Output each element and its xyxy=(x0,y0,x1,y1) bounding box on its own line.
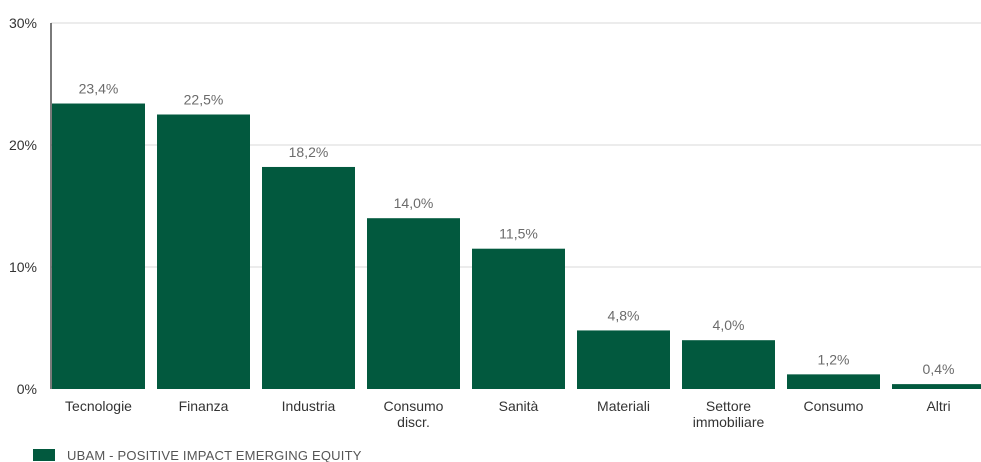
data-label: 23,4% xyxy=(79,81,119,97)
bar xyxy=(787,374,880,389)
bar xyxy=(157,114,250,389)
y-tick-label: 30% xyxy=(9,15,37,31)
legend-label: UBAM - POSITIVE IMPACT EMERGING EQUITY xyxy=(67,449,362,462)
x-tick-label: Finanza xyxy=(179,398,229,414)
data-label: 14,0% xyxy=(394,195,434,211)
data-label: 4,0% xyxy=(713,317,745,333)
bar xyxy=(52,103,145,390)
data-label: 1,2% xyxy=(818,351,850,367)
x-tick-label: Industria xyxy=(282,398,336,414)
data-label: 0,4% xyxy=(923,361,955,377)
data-label: 18,2% xyxy=(289,144,329,160)
y-tick-label: 0% xyxy=(17,381,37,397)
y-tick-label: 10% xyxy=(9,259,37,275)
x-tick-label: Altri xyxy=(926,398,950,414)
bar xyxy=(262,166,355,389)
bar xyxy=(892,384,981,389)
x-tick-label: Consumo discr. xyxy=(384,398,444,430)
legend-swatch xyxy=(33,449,55,461)
data-label: 22,5% xyxy=(184,92,224,108)
y-tick-label: 20% xyxy=(9,137,37,153)
data-label: 4,8% xyxy=(608,307,640,323)
bar xyxy=(577,330,670,389)
x-tick-label: Sanità xyxy=(499,398,539,414)
x-tick-label: Consumo xyxy=(804,398,864,414)
bar xyxy=(682,340,775,389)
data-label: 11,5% xyxy=(499,226,538,242)
bar xyxy=(472,248,565,389)
bar xyxy=(367,218,460,389)
x-tick-label: Settore immobiliare xyxy=(693,398,765,430)
chart-legend: UBAM - POSITIVE IMPACT EMERGING EQUITY xyxy=(33,449,362,462)
x-tick-label: Materiali xyxy=(597,398,650,414)
x-tick-label: Tecnologie xyxy=(65,398,132,414)
